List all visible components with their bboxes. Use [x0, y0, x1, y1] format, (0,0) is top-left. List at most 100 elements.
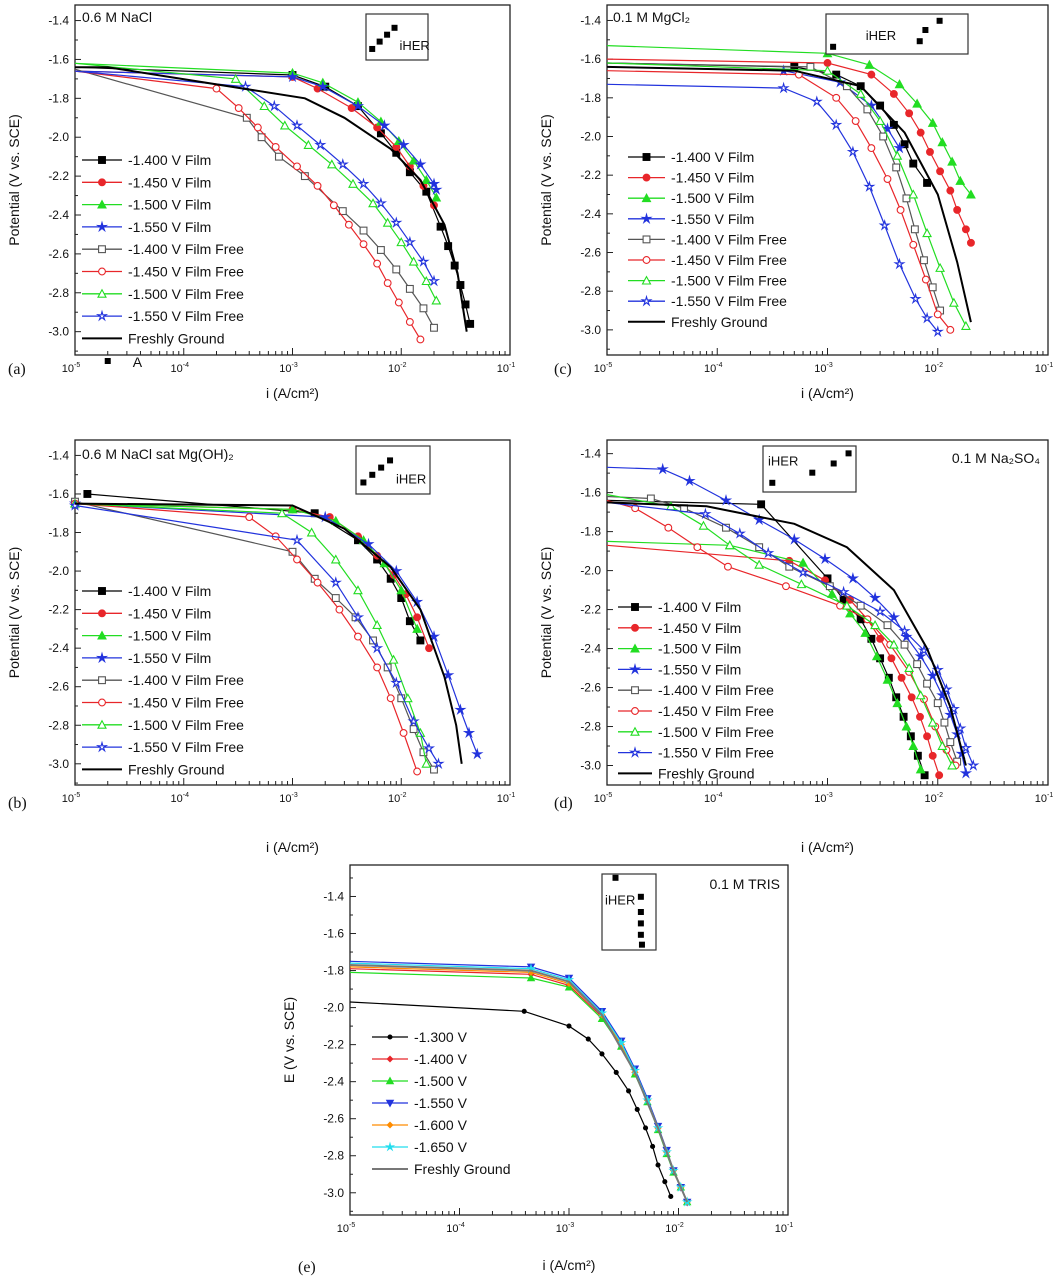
- legend-entry: Freshly Ground: [82, 761, 224, 777]
- data-point: [421, 275, 432, 286]
- x-tick-label: 10-2: [925, 792, 944, 805]
- y-tick-label: -2.4: [48, 208, 69, 222]
- data-point: [818, 552, 832, 565]
- iher-marker: [378, 464, 385, 471]
- data-point: [268, 99, 281, 112]
- data-point: [788, 532, 801, 545]
- legend-label: -1.550 V Film Free: [128, 739, 244, 755]
- data-point: [413, 613, 422, 622]
- chart-title: 0.6 M NaCl sat Mg(OH)₂: [82, 446, 234, 462]
- legend-marker: [385, 1076, 395, 1085]
- data-point: [719, 493, 733, 506]
- data-point: [875, 115, 886, 125]
- data-point: [909, 292, 922, 305]
- data-point: [846, 571, 860, 584]
- chart-title: 0.6 M NaCl: [82, 9, 152, 25]
- data-point: [422, 742, 436, 754]
- data-point: [955, 175, 966, 185]
- data-point: [878, 218, 891, 231]
- data-point: [914, 649, 927, 662]
- y-tick-label: -3.0: [323, 1186, 344, 1200]
- data-point: [892, 150, 903, 160]
- legend-entry: -1.500 V Film: [628, 190, 754, 206]
- y-tick-label: -2.6: [48, 247, 69, 261]
- data-point: [916, 712, 924, 721]
- legend-entry: -1.550 V Film Free: [82, 308, 244, 324]
- y-tick-label: -1.8: [323, 964, 344, 978]
- data-point: [362, 537, 375, 550]
- y-tick-label: -2.6: [580, 681, 601, 695]
- data-point: [832, 93, 841, 102]
- data-point: [471, 747, 484, 760]
- series--1.550-v-film-free: [74, 70, 441, 287]
- series-line: [74, 503, 418, 630]
- iher-inset: iHER: [762, 445, 857, 493]
- data-point: [927, 117, 938, 127]
- legend-entry: -1.550 V Film: [618, 661, 741, 677]
- series-line: [606, 65, 972, 323]
- data-point: [396, 585, 407, 595]
- x-tick-label: 10-3: [814, 362, 833, 375]
- iher-marker: [922, 27, 929, 33]
- data-point: [871, 651, 882, 661]
- data-point: [935, 262, 946, 272]
- series-line: [606, 495, 958, 762]
- legend-entry: -1.500 V Film Free: [628, 273, 787, 289]
- data-point: [892, 697, 903, 708]
- data-point: [344, 220, 353, 229]
- data-point: [407, 714, 420, 727]
- data-point: [953, 206, 962, 214]
- legend-label: -1.550 V Film: [658, 661, 741, 677]
- data-point: [937, 137, 948, 147]
- data-point: [351, 610, 365, 623]
- y-tick-label: -3.0: [580, 759, 601, 773]
- data-point: [946, 186, 955, 195]
- data-point: [841, 600, 852, 610]
- data-point: [920, 256, 928, 265]
- legend-label: -1.500 V Film: [671, 190, 754, 206]
- legend-entry: -1.400 V Film: [628, 149, 754, 165]
- series-freshly-ground: [349, 964, 689, 1203]
- legend-entry: -1.450 V Film Free: [628, 252, 787, 268]
- series-freshly-ground: [606, 65, 972, 323]
- legend-label: Freshly Ground: [414, 1161, 510, 1177]
- data-point: [870, 620, 880, 630]
- series-freshly-ground: [74, 502, 463, 764]
- data-point: [928, 283, 937, 292]
- legend-label: -1.450 V Film Free: [671, 252, 787, 268]
- legend-marker: [628, 662, 642, 675]
- data-point: [369, 636, 377, 645]
- data-point: [967, 759, 980, 771]
- data-point: [933, 310, 942, 319]
- legend-entry: -1.400 V: [372, 1051, 468, 1067]
- x-axis-label: i (A/cm²): [801, 839, 854, 855]
- data-point: [893, 141, 906, 154]
- y-tick-label: -2.0: [323, 1001, 344, 1015]
- data-point: [392, 265, 401, 274]
- legend-label: -1.400 V Film: [658, 599, 741, 615]
- x-tick-label: 10-5: [62, 792, 81, 805]
- data-point: [432, 757, 445, 770]
- data-point: [798, 557, 808, 567]
- y-tick-label: -1.4: [580, 447, 601, 461]
- y-tick-label: -2.0: [48, 564, 69, 578]
- data-point: [368, 198, 378, 208]
- data-point: [855, 88, 866, 98]
- data-point: [846, 145, 860, 158]
- data-point: [926, 148, 934, 156]
- legend-marker: [642, 153, 651, 161]
- x-tick-label: 10-2: [925, 362, 944, 375]
- legend-entry: -1.550 V Film Free: [618, 745, 774, 761]
- chart-title: 0.1 M Na₂SO₄: [952, 450, 1040, 466]
- iher-inset: iHER: [355, 445, 431, 495]
- legend-label: -1.500 V Film: [658, 641, 741, 657]
- iher-marker: [936, 17, 943, 24]
- data-point: [908, 189, 919, 199]
- data-point: [650, 1143, 656, 1150]
- series--1.550-v-film: [606, 64, 906, 154]
- data-point: [926, 669, 939, 682]
- series-line: [349, 968, 688, 1203]
- data-point: [933, 699, 942, 708]
- data-point: [912, 98, 923, 108]
- data-point: [954, 722, 967, 734]
